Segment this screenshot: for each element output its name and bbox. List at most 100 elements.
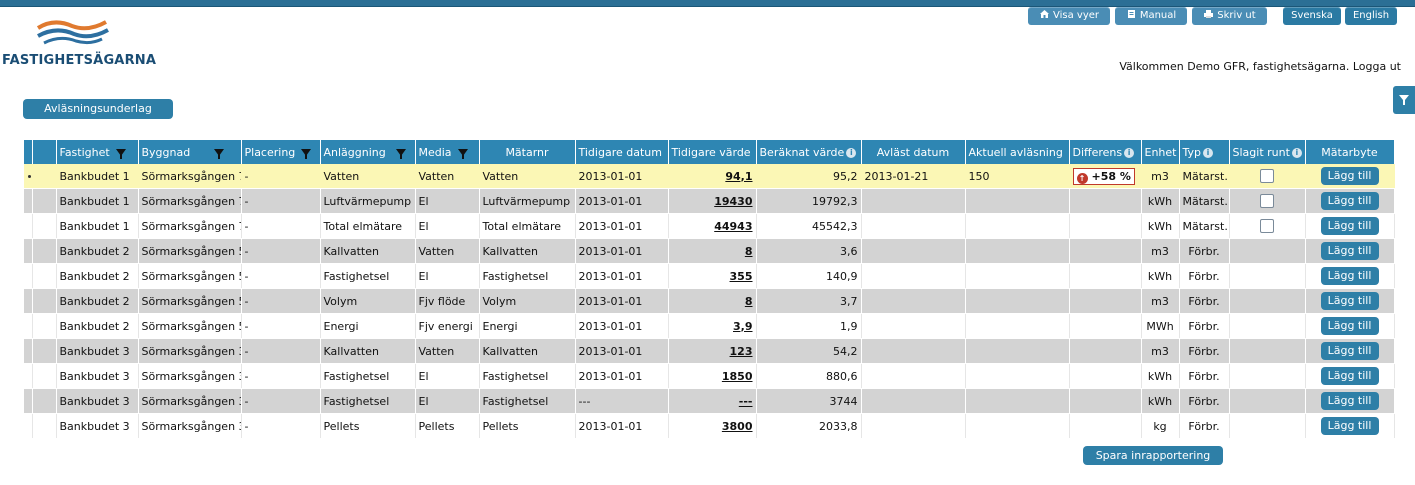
cell-tidigare-datum: 2013-01-01: [575, 363, 669, 389]
cell-aktuell-avlasning[interactable]: [965, 188, 1070, 214]
cell-aktuell-avlasning[interactable]: [965, 363, 1070, 389]
lang-english-button[interactable]: English: [1345, 7, 1397, 25]
cell-fastighet: Bankbudet 3: [56, 388, 139, 414]
cell-avlast-datum[interactable]: [861, 413, 966, 439]
table-row[interactable]: Bankbudet 3 Sörmarksgången 3- Fastighetsel…: [24, 363, 1395, 389]
filter-toggle-button[interactable]: [1393, 86, 1415, 114]
filter-icon[interactable]: [457, 149, 468, 159]
add-meter-change-button[interactable]: Lägg till: [1320, 367, 1379, 385]
cell-avlast-datum[interactable]: [861, 363, 966, 389]
cell-avlast-datum[interactable]: [861, 388, 966, 414]
cell-placering: -: [241, 413, 321, 439]
cell-avlast-datum[interactable]: [861, 188, 966, 214]
table-row[interactable]: Bankbudet 1 Sörmarksgången 7- Total elmäta…: [24, 213, 1395, 239]
lang-svenska-button[interactable]: Svenska: [1283, 7, 1341, 25]
info-icon[interactable]: i: [846, 147, 857, 158]
cell-blank: [32, 388, 57, 414]
header-fastighet[interactable]: Fastighet: [56, 140, 139, 164]
arrow-up-icon: ↑: [1076, 172, 1088, 184]
add-meter-change-button[interactable]: Lägg till: [1320, 267, 1379, 285]
info-icon[interactable]: i: [1291, 147, 1302, 158]
add-meter-change-button[interactable]: Lägg till: [1320, 342, 1379, 360]
cell-aktuell-avlasning[interactable]: 150: [965, 164, 1070, 189]
table-row[interactable]: Bankbudet 2 Sörmarksgången 5- Fastighetsel…: [24, 263, 1395, 289]
manual-button[interactable]: Manual: [1115, 7, 1187, 25]
add-meter-change-button[interactable]: Lägg till: [1320, 417, 1379, 435]
info-icon[interactable]: i: [1124, 147, 1135, 158]
add-meter-change-button[interactable]: Lägg till: [1320, 242, 1379, 260]
cell-tidigare-varde[interactable]: 8: [668, 238, 757, 264]
section-tab-avlasningsunderlag[interactable]: Avläsningsunderlag: [23, 99, 173, 119]
cell-aktuell-avlasning[interactable]: [965, 213, 1070, 239]
cell-enhet: kWh: [1141, 263, 1180, 289]
save-report-button[interactable]: Spara inrapportering: [1083, 446, 1223, 465]
view-button[interactable]: Visa vyer: [1028, 7, 1110, 25]
add-meter-change-button[interactable]: Lägg till: [1320, 167, 1379, 185]
cell-tidigare-varde[interactable]: ---: [668, 388, 757, 414]
cell-blank: [32, 338, 57, 364]
cell-differens: [1069, 363, 1142, 389]
rollover-checkbox[interactable]: [1260, 219, 1274, 233]
filter-icon[interactable]: [301, 149, 312, 159]
cell-tidigare-varde[interactable]: 44943: [668, 213, 757, 239]
cell-aktuell-avlasning[interactable]: [965, 313, 1070, 339]
rollover-checkbox[interactable]: [1260, 194, 1274, 208]
print-button[interactable]: Skriv ut: [1192, 7, 1267, 25]
cell-matarnr: Fastighetsel: [479, 388, 576, 414]
table-row[interactable]: Bankbudet 1 Sörmarksgången 7- Vatten Vatten…: [24, 164, 1395, 189]
filter-icon[interactable]: [214, 149, 225, 159]
table-row[interactable]: Bankbudet 2 Sörmarksgången 5- Volym Fjv flö…: [24, 288, 1395, 314]
cell-tidigare-varde[interactable]: 1850: [668, 363, 757, 389]
header-byggnad[interactable]: Byggnad: [138, 140, 242, 164]
cell-aktuell-avlasning[interactable]: [965, 263, 1070, 289]
cell-avlast-datum[interactable]: [861, 313, 966, 339]
cell-aktuell-avlasning[interactable]: [965, 238, 1070, 264]
cell-tidigare-varde[interactable]: 19430: [668, 188, 757, 214]
printer-icon: [1203, 8, 1214, 18]
header-typ: Typ i: [1179, 140, 1230, 164]
add-meter-change-button[interactable]: Lägg till: [1320, 392, 1379, 410]
cell-aktuell-avlasning[interactable]: [965, 338, 1070, 364]
cell-byggnad: Sörmarksgången 3: [138, 413, 242, 439]
cell-tidigare-varde[interactable]: 3,9: [668, 313, 757, 339]
cell-avlast-datum[interactable]: [861, 213, 966, 239]
cell-aktuell-avlasning[interactable]: [965, 388, 1070, 414]
cell-blank: [32, 313, 57, 339]
table-row[interactable]: Bankbudet 3 Sörmarksgången 3- Pellets Pelle…: [24, 413, 1395, 439]
cell-blank: [32, 363, 57, 389]
welcome-text[interactable]: Välkommen Demo GFR, fastighetsägarna. Lo…: [1119, 60, 1401, 73]
cell-avlast-datum[interactable]: [861, 238, 966, 264]
cell-tidigare-varde[interactable]: 94,1: [668, 164, 757, 189]
cell-tidigare-varde[interactable]: 123: [668, 338, 757, 364]
cell-slagit-runt: [1229, 363, 1306, 389]
cell-tidigare-varde[interactable]: 3800: [668, 413, 757, 439]
filter-icon[interactable]: [395, 149, 406, 159]
cell-avlast-datum[interactable]: [861, 338, 966, 364]
table-row[interactable]: Bankbudet 3 Sörmarksgången 3- Fastighetsel…: [24, 388, 1395, 414]
cell-byggnad: Sörmarksgången 5: [138, 263, 242, 289]
rollover-checkbox[interactable]: [1260, 169, 1274, 183]
cell-avlast-datum[interactable]: 2013-01-21: [861, 164, 966, 189]
cell-blank: [32, 164, 57, 189]
add-meter-change-button[interactable]: Lägg till: [1320, 217, 1379, 235]
cell-slagit-runt: [1229, 238, 1306, 264]
header-placering[interactable]: Placering: [241, 140, 321, 164]
cell-aktuell-avlasning[interactable]: [965, 288, 1070, 314]
add-meter-change-button[interactable]: Lägg till: [1320, 317, 1379, 335]
add-meter-change-button[interactable]: Lägg till: [1320, 292, 1379, 310]
cell-avlast-datum[interactable]: [861, 288, 966, 314]
header-anlaggning[interactable]: Anläggning: [320, 140, 416, 164]
table-row[interactable]: Bankbudet 3 Sörmarksgången 3- Kallvatten Va…: [24, 338, 1395, 364]
filter-icon[interactable]: [115, 149, 126, 159]
table-row[interactable]: Bankbudet 2 Sörmarksgången 5- Kallvatten Va…: [24, 238, 1395, 264]
difference-badge: ↑ +58 %: [1072, 167, 1135, 185]
add-meter-change-button[interactable]: Lägg till: [1320, 192, 1379, 210]
info-icon[interactable]: i: [1203, 147, 1213, 158]
cell-avlast-datum[interactable]: [861, 263, 966, 289]
cell-tidigare-varde[interactable]: 355: [668, 263, 757, 289]
table-row[interactable]: Bankbudet 1 Sörmarksgången 7- Luftvärmepum…: [24, 188, 1395, 214]
cell-aktuell-avlasning[interactable]: [965, 413, 1070, 439]
table-row[interactable]: Bankbudet 2 Sörmarksgången 5- Energi Fjv en…: [24, 313, 1395, 339]
cell-tidigare-varde[interactable]: 8: [668, 288, 757, 314]
header-media[interactable]: Media: [415, 140, 480, 164]
